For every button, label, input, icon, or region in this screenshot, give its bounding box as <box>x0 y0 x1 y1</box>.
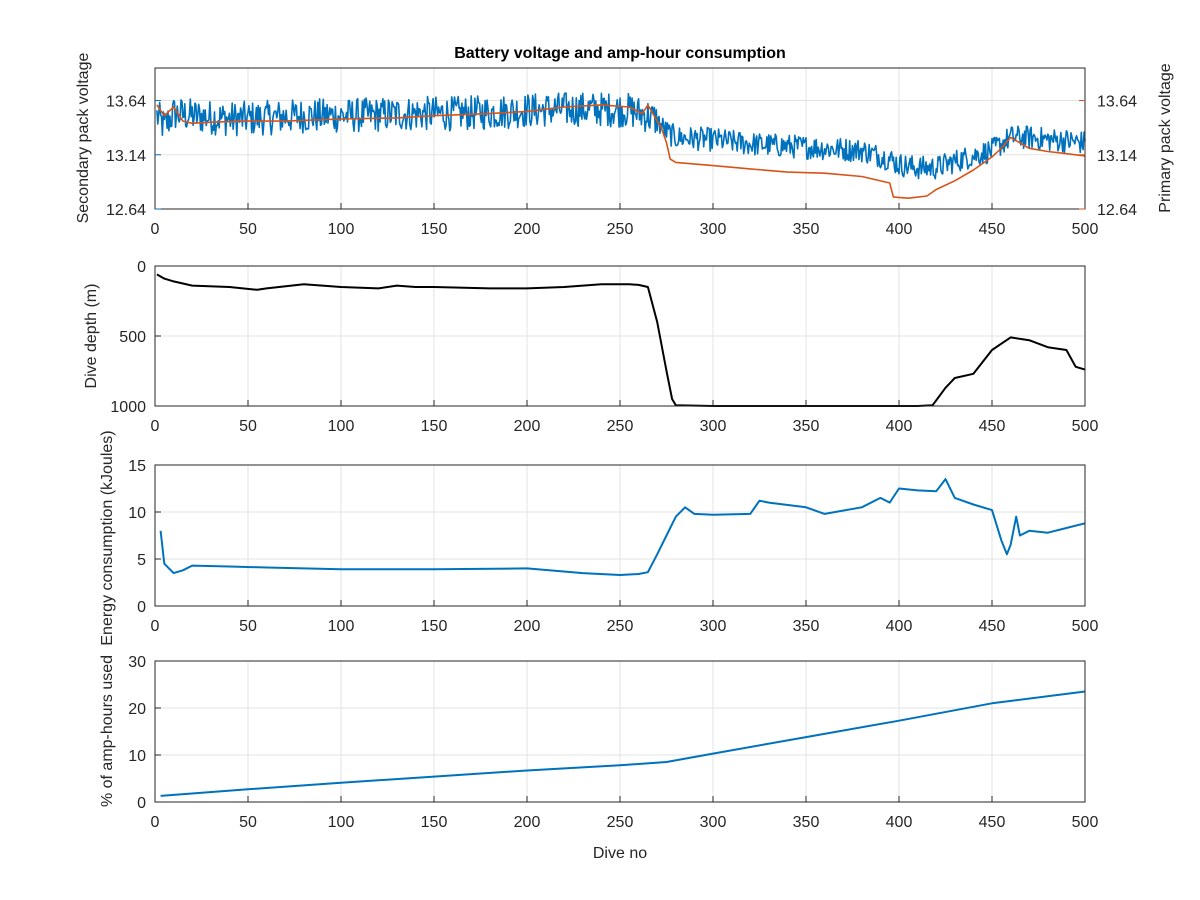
energy-axis-label: Energy consumption (kJoules) <box>99 430 116 645</box>
x-tick-label: 50 <box>239 814 257 831</box>
x-tick-label: 350 <box>793 221 820 238</box>
y-tick-label: 0 <box>137 795 146 812</box>
x-tick-label: 350 <box>793 418 820 435</box>
x-tick-label: 300 <box>700 221 727 238</box>
secondary-voltage-axis-label: Secondary pack voltage <box>75 53 92 224</box>
amphours-panel: 0 50 100 150 200 250 300 350 400 450 500 0 10 20 30 %… <box>99 654 1098 862</box>
x-tick-label: 150 <box>421 221 448 238</box>
energy-series <box>159 478 1086 576</box>
x-tick-label: 150 <box>421 814 448 831</box>
series-line-3-0 <box>160 690 1086 797</box>
amphours-series <box>160 690 1086 797</box>
x-tick-label: 500 <box>1072 618 1099 635</box>
x-tick-label: 400 <box>886 418 913 435</box>
x-tick-label: 0 <box>151 418 160 435</box>
y-tick-label: 15 <box>128 458 146 475</box>
x-tick-label: 400 <box>886 618 913 635</box>
x-tick-label: 300 <box>700 418 727 435</box>
x-tick-label: 200 <box>514 418 541 435</box>
depth-axis-label: Dive depth (m) <box>83 284 100 389</box>
energy-panel: 0 50 100 150 200 250 300 350 400 450 500 0 5 10 15 En… <box>99 430 1098 645</box>
x-tick-label: 0 <box>151 221 160 238</box>
y-right-tick-label: 12.64 <box>1097 202 1137 219</box>
x-tick-label: 300 <box>700 618 727 635</box>
x-tick-label: 450 <box>979 221 1006 238</box>
voltage-left-y-ticks: 12.64 13.14 13.64 <box>106 94 161 219</box>
x-tick-label: 100 <box>328 814 355 831</box>
x-tick-label: 100 <box>328 618 355 635</box>
x-tick-label: 350 <box>793 814 820 831</box>
x-tick-label: 150 <box>421 618 448 635</box>
y-tick-label: 500 <box>119 329 146 346</box>
depth-panel: 0 50 100 150 200 250 300 350 400 450 500 05001000 … <box>83 259 1098 435</box>
x-axis-label: Dive no <box>593 845 647 862</box>
y-tick-label: 30 <box>128 654 146 671</box>
voltage-series <box>156 92 1086 199</box>
chart-title: Battery voltage and amp-hour consumption <box>454 45 786 62</box>
y-tick-label: 12.64 <box>106 202 146 219</box>
y-tick-label: 0 <box>137 259 146 276</box>
x-tick-label: 400 <box>886 814 913 831</box>
primary-voltage-axis-label: Primary pack voltage <box>1157 63 1174 212</box>
y-right-tick-label: 13.14 <box>1097 148 1137 165</box>
x-tick-label: 250 <box>607 618 634 635</box>
x-tick-label: 500 <box>1072 418 1099 435</box>
y-tick-label: 10 <box>128 505 146 522</box>
energy-x-ticks: 0 50 100 150 200 250 300 350 400 450 500 <box>151 600 1099 635</box>
x-tick-label: 100 <box>328 418 355 435</box>
depth-x-ticks: 0 50 100 150 200 250 300 350 400 450 500 <box>151 400 1099 435</box>
series-line-1-0 <box>156 273 1086 407</box>
x-tick-label: 50 <box>239 221 257 238</box>
y-tick-label: 10 <box>128 748 146 765</box>
x-tick-label: 500 <box>1072 221 1099 238</box>
voltage-right-y-ticks: 12.64 13.14 13.64 <box>1079 94 1137 219</box>
depth-y-ticks: 0 500 1000 <box>110 259 161 416</box>
x-tick-label: 200 <box>514 618 541 635</box>
y-tick-label: 1000 <box>110 399 146 416</box>
x-tick-label: 200 <box>514 814 541 831</box>
x-tick-label: 50 <box>239 418 257 435</box>
voltage-x-ticks: 0 50 100 150 200 250 300 350 400 450 500 <box>151 203 1099 238</box>
series-line-2-0 <box>159 478 1086 576</box>
x-tick-label: 0 <box>151 618 160 635</box>
amphours-y-ticks: 0 10 20 30 <box>128 654 161 812</box>
y-tick-label: 20 <box>128 701 146 718</box>
amphours-axis-label: % of amp-hours used <box>99 655 116 807</box>
series-line-0-1 <box>156 104 1086 199</box>
x-tick-label: 250 <box>607 418 634 435</box>
x-tick-label: 250 <box>607 221 634 238</box>
x-tick-label: 450 <box>979 814 1006 831</box>
x-tick-label: 400 <box>886 221 913 238</box>
y-tick-label: 0 <box>137 599 146 616</box>
y-tick-label: 5 <box>137 552 146 569</box>
x-tick-label: 450 <box>979 418 1006 435</box>
y-right-tick-label: 13.64 <box>1097 94 1137 111</box>
x-tick-label: 250 <box>607 814 634 831</box>
depth-series <box>156 273 1086 407</box>
y-tick-label: 13.14 <box>106 148 146 165</box>
x-tick-label: 500 <box>1072 814 1099 831</box>
x-tick-label: 50 <box>239 618 257 635</box>
x-tick-label: 350 <box>793 618 820 635</box>
series-line-0-0 <box>156 92 1086 180</box>
voltage-panel: 0 50 100 150 200 250 300 350 400 450 500 12.64 13.1… <box>75 45 1174 238</box>
y-tick-label: 13.64 <box>106 94 146 111</box>
x-tick-label: 150 <box>421 418 448 435</box>
energy-y-ticks: 0 5 10 15 <box>128 458 161 616</box>
x-tick-label: 0 <box>151 814 160 831</box>
x-tick-label: 200 <box>514 221 541 238</box>
x-tick-label: 300 <box>700 814 727 831</box>
x-tick-label: 100 <box>328 221 355 238</box>
x-tick-label: 450 <box>979 618 1006 635</box>
amphours-x-ticks: 0 50 100 150 200 250 300 350 400 450 500 <box>151 796 1099 831</box>
